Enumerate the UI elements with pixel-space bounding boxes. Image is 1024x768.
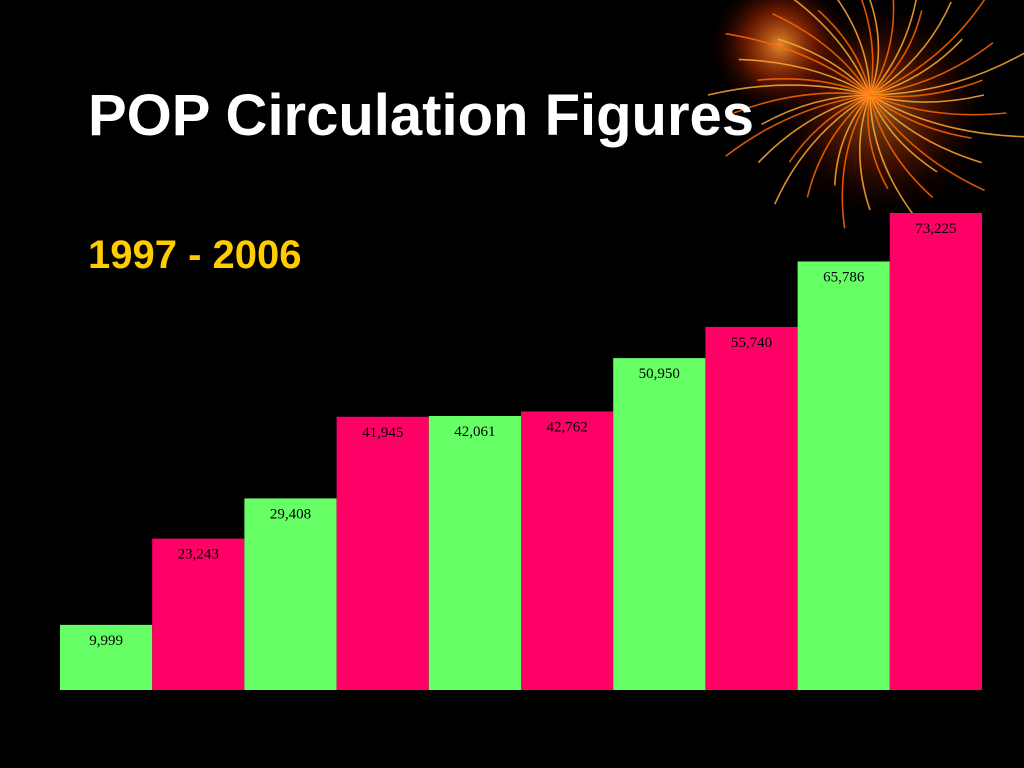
value-label: 65,786: [823, 269, 865, 285]
firework-strand: [859, 94, 871, 211]
firework-strand: [869, 0, 895, 96]
value-label: 29,408: [270, 506, 311, 522]
firework-strand: [774, 94, 871, 205]
firework-strand: [733, 92, 871, 114]
firework-strand: [869, 0, 917, 96]
firework-strand: [757, 94, 871, 164]
firework-strand: [707, 84, 871, 96]
firework-strand: [833, 94, 871, 186]
bar: [705, 326, 798, 690]
bar: [244, 498, 337, 690]
bar: [336, 416, 429, 690]
bar: [797, 261, 890, 690]
firework-strand: [725, 32, 871, 96]
firework-strand: [869, 94, 985, 103]
title: POP Circulation Figures: [88, 83, 754, 148]
value-label: 9,999: [89, 633, 123, 649]
value-label: 41,945: [362, 425, 403, 441]
firework-strand: [869, 94, 1024, 138]
value-label: 42,061: [454, 424, 495, 440]
firework-strand: [793, 0, 871, 96]
firework-strand: [869, 94, 972, 139]
firework-strand: [869, 0, 986, 96]
firework-strand: [869, 94, 921, 224]
firework-strand: [869, 52, 1024, 96]
bar: [428, 416, 521, 690]
firework-strand: [869, 94, 1007, 116]
firework-strand: [869, 94, 938, 173]
value-label: 73,225: [915, 221, 956, 237]
firework-strand: [869, 94, 985, 192]
firework-strand: [869, 94, 982, 164]
bar: [889, 213, 982, 690]
bar: [152, 538, 245, 690]
bar: [613, 358, 706, 690]
firework-strand: [772, 12, 871, 96]
firework-strand: [869, 0, 880, 96]
firework-strand: [817, 9, 871, 96]
firework-strand: [869, 42, 994, 96]
value-label: 42,762: [546, 419, 587, 435]
firework-strand: [841, 94, 871, 229]
firework-strand: [869, 38, 963, 96]
bar: [521, 411, 614, 690]
firework-strand: [725, 94, 871, 157]
firework-strand: [738, 58, 871, 96]
firework-strand: [860, 0, 874, 96]
bar: [60, 624, 153, 690]
firework-strand: [806, 94, 871, 198]
firework-strand: [869, 94, 934, 199]
value-label: 23,243: [178, 547, 219, 563]
value-label: 50,950: [639, 366, 680, 382]
firework-strand: [788, 94, 871, 163]
firework-strand: [757, 78, 871, 96]
fireworks-decoration: [707, 0, 1024, 229]
firework-strand: [836, 0, 871, 96]
firework-strand: [869, 10, 923, 96]
subtitle: 1997 - 2006: [88, 233, 302, 277]
firework-strand: [869, 1, 952, 96]
value-label: 55,740: [731, 335, 772, 351]
firework-strand: [761, 94, 871, 126]
firework-strand: [869, 79, 983, 98]
firework-strand: [867, 94, 889, 190]
firework-strand: [777, 38, 871, 96]
